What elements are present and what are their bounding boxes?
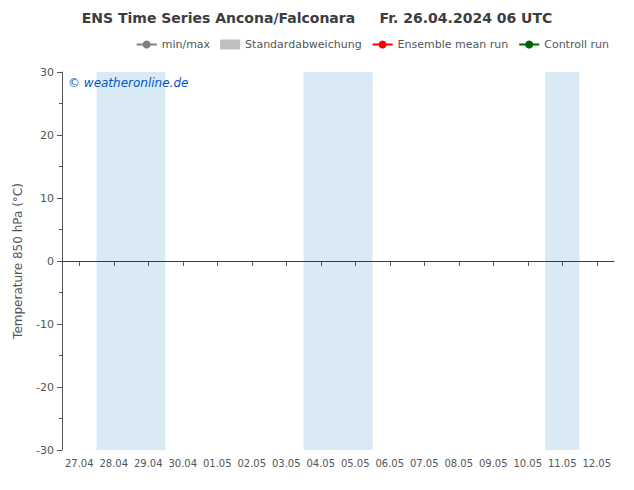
svg-text:30.04: 30.04 — [168, 458, 197, 469]
svg-text:10: 10 — [40, 192, 54, 205]
svg-text:01.05: 01.05 — [203, 458, 232, 469]
svg-text:12.05: 12.05 — [582, 458, 611, 469]
svg-text:11.05: 11.05 — [548, 458, 577, 469]
svg-text:min/max: min/max — [162, 38, 211, 51]
svg-text:07.05: 07.05 — [410, 458, 439, 469]
svg-text:Standardabweichung: Standardabweichung — [245, 38, 362, 51]
svg-text:06.05: 06.05 — [375, 458, 404, 469]
svg-text:20: 20 — [40, 129, 54, 142]
svg-text:05.05: 05.05 — [341, 458, 370, 469]
svg-text:0: 0 — [47, 255, 54, 268]
svg-text:-10: -10 — [36, 318, 54, 331]
svg-text:09.05: 09.05 — [479, 458, 508, 469]
svg-text:02.05: 02.05 — [237, 458, 266, 469]
svg-text:29.04: 29.04 — [134, 458, 163, 469]
svg-text:-30: -30 — [36, 444, 54, 457]
svg-text:Temperature 850 hPa (°C): Temperature 850 hPa (°C) — [11, 183, 25, 340]
svg-text:30: 30 — [40, 66, 54, 79]
svg-text:10.05: 10.05 — [513, 458, 542, 469]
svg-text:Controll run: Controll run — [544, 38, 609, 51]
svg-text:04.05: 04.05 — [306, 458, 335, 469]
svg-text:03.05: 03.05 — [272, 458, 301, 469]
svg-text:Ensemble mean run: Ensemble mean run — [398, 38, 509, 51]
svg-text:© weatheronline.de: © weatheronline.de — [68, 76, 188, 90]
svg-text:08.05: 08.05 — [444, 458, 473, 469]
svg-text:-20: -20 — [36, 381, 54, 394]
svg-text:28.04: 28.04 — [99, 458, 128, 469]
svg-text:ENS Time Series Ancona/Falcona: ENS Time Series Ancona/Falconara Fr. 26.… — [82, 10, 553, 26]
svg-text:27.04: 27.04 — [65, 458, 94, 469]
